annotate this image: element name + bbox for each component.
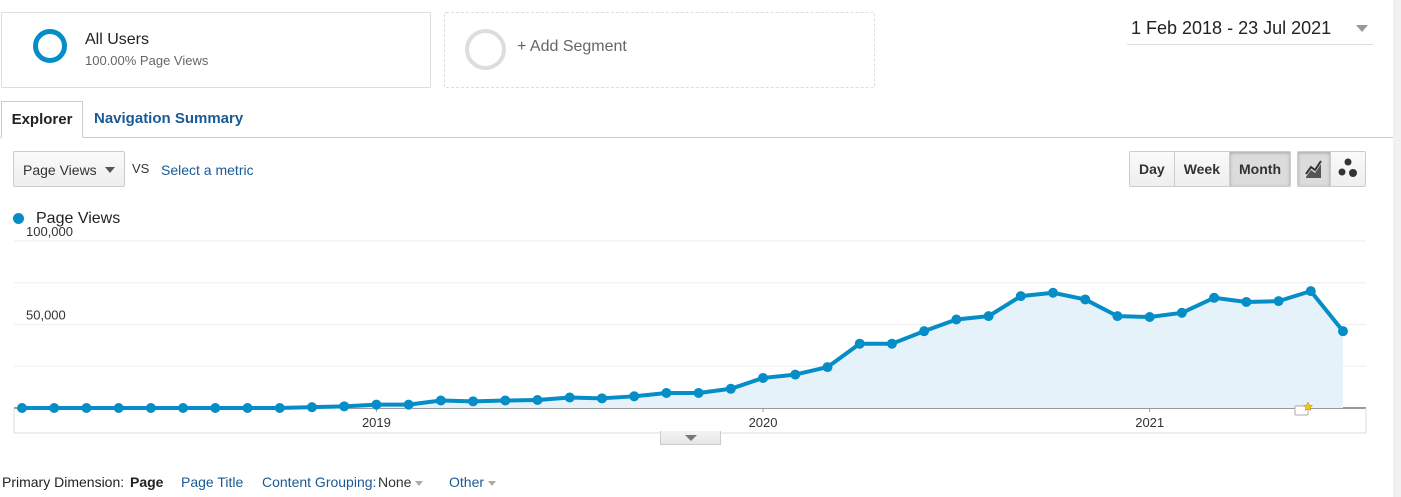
data-point: [242, 403, 253, 413]
other-dimension-label: Other: [449, 474, 485, 490]
x-tick-label: 2021: [1135, 415, 1164, 430]
data-point: [145, 403, 156, 413]
data-point: [758, 372, 769, 383]
data-point: [1048, 287, 1059, 298]
date-range-picker[interactable]: 1 Feb 2018 - 23 Jul 2021: [1127, 16, 1373, 45]
data-point: [790, 369, 801, 380]
chart-type-toggle: [1297, 151, 1366, 187]
data-point: [629, 391, 640, 402]
data-point: [500, 395, 511, 406]
data-point: [564, 392, 575, 403]
chevron-down-icon: [488, 480, 497, 486]
data-point: [306, 402, 317, 413]
data-point: [886, 338, 897, 349]
data-point: [919, 326, 930, 337]
select-metric-link[interactable]: Select a metric: [161, 162, 254, 178]
legend-dot: [13, 213, 24, 224]
granularity-toggle: Day Week Month: [1129, 151, 1291, 187]
annotation-star-icon: [1294, 405, 1309, 416]
data-point: [725, 383, 736, 394]
y-tick-label: 50,000: [26, 308, 66, 323]
data-point: [1241, 296, 1252, 307]
tabs-divider: [0, 137, 1393, 138]
data-point: [468, 396, 479, 407]
content-grouping-value: None: [378, 474, 412, 490]
data-point: [983, 311, 994, 322]
data-point: [1080, 294, 1091, 305]
data-point: [854, 338, 865, 349]
add-segment-button[interactable]: + Add Segment: [444, 12, 875, 88]
data-point: [532, 394, 543, 405]
vs-label: VS: [132, 161, 150, 176]
data-point: [371, 399, 382, 410]
content-grouping-label[interactable]: Content Grouping:: [262, 474, 377, 490]
data-point: [822, 362, 833, 373]
data-point: [210, 403, 221, 413]
data-point: [1209, 292, 1220, 303]
chevron-down-icon: [415, 480, 424, 486]
data-point: [1112, 311, 1123, 322]
legend-label: Page Views: [36, 210, 121, 227]
metric-dropdown[interactable]: Page Views: [13, 151, 125, 187]
primary-dimension-label: Primary Dimension:: [2, 474, 125, 490]
day-button[interactable]: Day: [1130, 152, 1175, 186]
line-chart-button[interactable]: [1298, 152, 1331, 186]
add-segment-label: + Add Segment: [517, 38, 627, 55]
tab-navigation-summary[interactable]: Navigation Summary: [94, 110, 244, 127]
tab-explorer[interactable]: Explorer: [1, 101, 83, 138]
chevron-down-icon: [105, 167, 115, 173]
dimension-page-title[interactable]: Page Title: [181, 474, 244, 490]
data-point: [1305, 286, 1316, 297]
chevron-down-icon: [685, 435, 697, 441]
data-point: [49, 403, 60, 413]
segment-all-users[interactable]: All Users 100.00% Page Views: [1, 12, 431, 88]
line-chart-icon: [1305, 160, 1322, 178]
motion-chart-button[interactable]: [1331, 152, 1365, 186]
page-scrollbar[interactable]: [1393, 0, 1401, 497]
annotation-star-icon: [1302, 401, 1314, 411]
data-point: [693, 387, 704, 398]
chevron-down-icon: [1356, 25, 1368, 32]
week-button[interactable]: Week: [1174, 152, 1231, 186]
segment-subtitle: 100.00% Page Views: [85, 53, 209, 68]
date-range-label: 1 Feb 2018 - 23 Jul 2021: [1131, 18, 1332, 38]
data-point: [274, 403, 285, 413]
series-area: [22, 291, 1343, 408]
data-point: [951, 314, 962, 325]
data-point: [339, 401, 350, 412]
motion-chart-icon: [1338, 158, 1357, 177]
data-point: [113, 403, 124, 413]
data-point: [435, 395, 446, 406]
data-point: [1273, 296, 1284, 307]
x-tick-label: 2020: [749, 415, 778, 430]
data-point: [596, 393, 607, 404]
dimension-page[interactable]: Page: [130, 474, 164, 490]
data-point: [178, 403, 189, 413]
data-point: [17, 403, 27, 413]
content-grouping-dropdown[interactable]: None: [378, 474, 424, 490]
empty-segment-ring: [465, 29, 506, 70]
month-button[interactable]: Month: [1230, 152, 1290, 186]
data-point: [1176, 307, 1187, 318]
chart-expand-button[interactable]: [660, 431, 721, 445]
data-point: [1338, 326, 1348, 337]
data-point: [81, 403, 92, 413]
series-line: [22, 289, 1345, 410]
segment-title: All Users: [85, 31, 150, 48]
data-point: [661, 387, 672, 398]
data-point: [1015, 291, 1026, 302]
segment-color-ring: [33, 29, 67, 63]
data-point: [403, 399, 414, 410]
metric-dropdown-value: Page Views: [23, 162, 97, 178]
x-tick-label: 2019: [362, 415, 391, 430]
other-dimension-dropdown[interactable]: Other: [449, 474, 497, 490]
data-point: [1144, 311, 1155, 322]
